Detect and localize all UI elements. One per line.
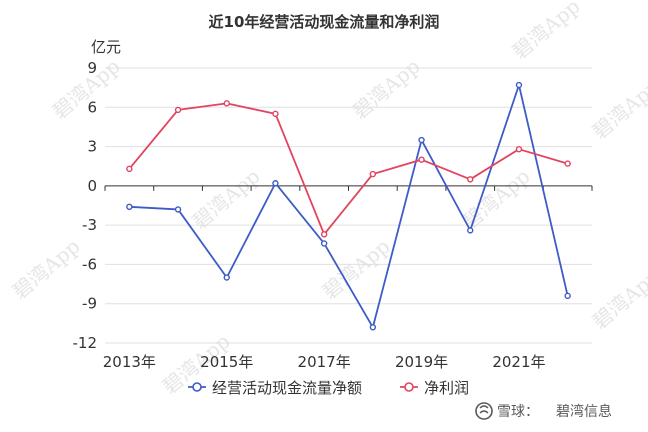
- data-point[interactable]: [418, 156, 425, 163]
- grid-lines: [105, 67, 592, 344]
- data-point[interactable]: [320, 240, 328, 247]
- x-tick-label: 2017年: [298, 353, 351, 371]
- watermark-text: 碧湾App: [588, 74, 648, 144]
- series-group-1: [126, 100, 571, 238]
- data-point[interactable]: [369, 170, 377, 178]
- data-point[interactable]: [174, 106, 182, 114]
- data-point[interactable]: [223, 274, 230, 281]
- chart-title: 近10年经营活动现金流量和净利润: [209, 13, 440, 31]
- watermark-text: 碧湾App: [508, 0, 585, 64]
- series-line: [129, 84, 569, 329]
- series-group-0: [126, 81, 571, 331]
- y-tick-label: -12: [73, 334, 98, 352]
- series-line: [128, 102, 568, 236]
- legend-swatch-marker: [404, 382, 414, 392]
- y-tick-label: 3: [87, 138, 97, 156]
- y-tick-label: 0: [87, 177, 97, 195]
- data-point[interactable]: [369, 324, 377, 331]
- snowball-logo-icon: [475, 402, 493, 420]
- legend-label: 净利润: [424, 379, 469, 397]
- data-point[interactable]: [418, 136, 425, 144]
- x-tick-label: 2021年: [492, 353, 545, 371]
- watermark-text: 碧湾App: [8, 234, 85, 304]
- credit-author: 碧湾信息: [556, 403, 612, 420]
- data-point[interactable]: [320, 231, 328, 238]
- y-tick-label: 6: [87, 98, 97, 116]
- data-point[interactable]: [272, 110, 279, 118]
- watermark-text: 碧湾App: [318, 234, 395, 304]
- legend-label: 经营活动现金流量净额: [212, 379, 362, 397]
- legend-item[interactable]: 经营活动现金流量净额: [188, 379, 362, 397]
- watermark-text: 碧湾App: [458, 164, 535, 234]
- data-point[interactable]: [126, 165, 133, 173]
- watermark-text: 碧湾App: [348, 54, 425, 124]
- credit-brand: 雪球: [497, 404, 525, 420]
- data-point[interactable]: [515, 145, 523, 153]
- x-axis: 2013年 2015年 2017年 2019年 2021年: [103, 185, 593, 371]
- watermark-text: 碧湾App: [188, 164, 265, 234]
- watermark-text: 碧湾App: [48, 54, 125, 124]
- legend-swatch-marker: [192, 382, 202, 392]
- x-tick-label: 2013年: [103, 353, 156, 371]
- legend[interactable]: 经营活动现金流量净额 净利润: [188, 379, 469, 397]
- watermark-layer: 碧湾App碧湾App碧湾App碧湾App碧湾App碧湾App碧湾App碧湾App…: [8, 0, 648, 399]
- watermark-text: 碧湾App: [588, 264, 648, 334]
- y-tick-label: -6: [82, 255, 97, 273]
- data-point[interactable]: [223, 100, 230, 107]
- y-axis-unit-label: 亿元: [91, 38, 121, 56]
- credit-footer: 雪球 ： 碧湾信息: [475, 402, 612, 420]
- data-point[interactable]: [126, 203, 133, 211]
- data-point[interactable]: [515, 81, 523, 89]
- y-axis-ticks: 9 6 3 0 -3 -6 -9 -12: [73, 59, 98, 352]
- legend-item[interactable]: 净利润: [400, 379, 469, 397]
- x-tick-label: 2015年: [200, 353, 253, 371]
- series-layer: [126, 81, 571, 331]
- data-point[interactable]: [564, 160, 571, 167]
- y-tick-label: 9: [87, 59, 97, 77]
- data-point[interactable]: [174, 206, 182, 213]
- data-point[interactable]: [467, 227, 474, 234]
- data-point[interactable]: [467, 176, 474, 183]
- data-point[interactable]: [564, 292, 571, 300]
- x-tick-label: 2019年: [395, 353, 448, 371]
- credit-separator: ：: [525, 404, 539, 420]
- y-tick-label: -3: [82, 216, 97, 234]
- data-point[interactable]: [272, 180, 279, 187]
- y-tick-label: -9: [82, 295, 97, 313]
